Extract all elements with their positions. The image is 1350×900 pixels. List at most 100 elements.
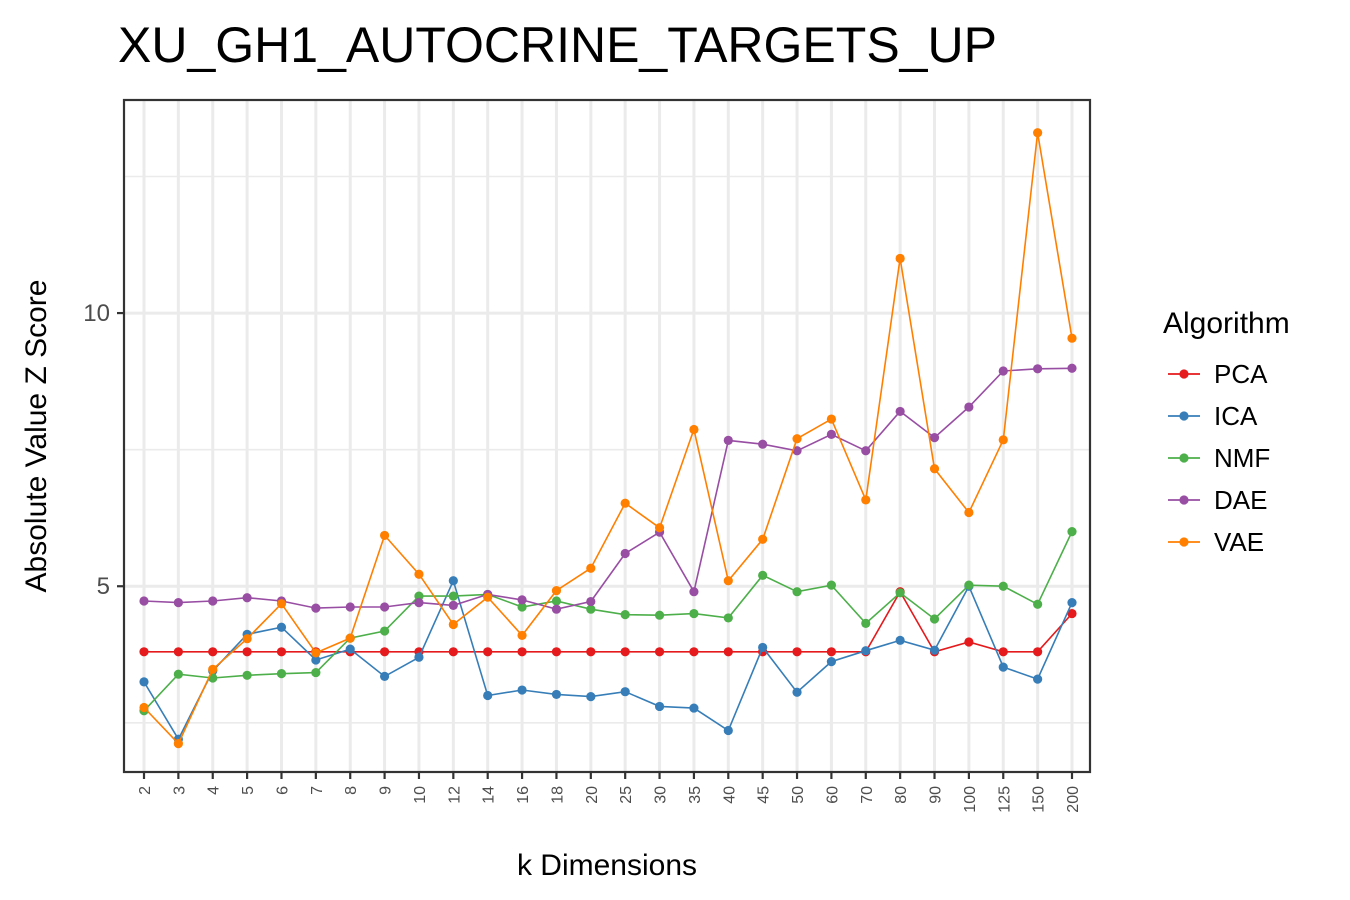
data-point-nmf <box>551 596 562 606</box>
data-point-dae <box>998 366 1008 376</box>
data-point-dae <box>895 406 905 417</box>
x-tick-label: 16 <box>515 786 532 804</box>
x-tick-label: 6 <box>274 786 291 795</box>
data-point-dae <box>861 446 871 456</box>
data-point-vae <box>964 507 974 518</box>
data-point-pca <box>173 647 183 657</box>
data-point-nmf <box>826 580 837 590</box>
data-point-vae <box>826 414 837 424</box>
data-point-ica <box>448 576 458 586</box>
x-tick-label: 2 <box>137 786 154 795</box>
x-tick-label: 20 <box>584 786 601 804</box>
x-tick-label: 100 <box>962 786 979 813</box>
data-point-ica <box>758 642 768 653</box>
data-point-ica <box>998 662 1008 672</box>
data-point-ica <box>861 646 871 656</box>
x-tick-label: 150 <box>1031 786 1048 813</box>
series-vae <box>139 128 1077 749</box>
legend-item-pca: PCA <box>1168 359 1268 389</box>
legend-label: VAE <box>1214 527 1264 557</box>
legend-label: NMF <box>1214 443 1270 473</box>
data-point-nmf <box>1067 527 1077 537</box>
data-point-nmf <box>964 580 974 590</box>
x-tick-label: 60 <box>824 786 841 804</box>
x-tick-label: 8 <box>343 786 360 795</box>
data-point-ica <box>139 677 149 687</box>
data-point-ica <box>276 622 287 632</box>
legend-key-point <box>1179 411 1189 421</box>
data-point-vae <box>414 569 424 579</box>
data-point-nmf <box>929 614 940 624</box>
x-tick-label: 90 <box>928 786 945 804</box>
data-point-vae <box>689 424 699 435</box>
data-point-vae <box>242 634 252 644</box>
data-point-dae <box>208 596 218 606</box>
data-point-nmf <box>861 618 871 628</box>
data-point-nmf <box>620 610 630 620</box>
data-point-pca <box>689 647 699 657</box>
legend-title: Algorithm <box>1163 307 1290 340</box>
x-tick-label: 50 <box>790 786 807 804</box>
data-point-dae <box>448 600 458 610</box>
series-line-vae <box>143 132 1073 746</box>
data-point-dae <box>689 587 699 597</box>
data-point-vae <box>861 495 871 505</box>
data-point-pca <box>139 647 149 657</box>
data-point-dae <box>242 593 252 603</box>
data-point-vae <box>929 464 940 474</box>
plot-panel-border <box>122 98 1092 774</box>
data-point-nmf <box>586 604 596 614</box>
data-point-ica <box>311 655 321 665</box>
data-point-dae <box>792 446 802 456</box>
data-point-dae <box>173 598 183 608</box>
data-point-dae <box>826 429 837 439</box>
data-point-vae <box>208 664 218 674</box>
legend-key-point <box>1179 537 1189 547</box>
data-point-ica <box>1067 598 1077 608</box>
legend-key-point <box>1179 453 1189 463</box>
x-tick-label: 80 <box>893 786 910 804</box>
x-tick-label: 12 <box>446 786 463 804</box>
data-point-dae <box>1033 364 1043 374</box>
legend-item-ica: ICA <box>1168 401 1258 431</box>
data-point-vae <box>139 702 149 713</box>
data-point-ica <box>1033 674 1043 684</box>
data-point-dae <box>139 596 149 606</box>
data-point-ica <box>689 703 699 713</box>
legend-item-nmf: NMF <box>1168 443 1270 473</box>
y-axis: 5 10 <box>83 300 124 600</box>
data-point-nmf <box>758 570 768 580</box>
y-tick-label: 5 <box>97 573 110 600</box>
data-point-nmf <box>173 669 183 679</box>
data-point-vae <box>586 563 596 573</box>
data-point-pca <box>208 647 218 657</box>
data-point-nmf <box>276 669 287 679</box>
chart-title: XU_GH1_AUTOCRINE_TARGETS_UP <box>118 17 997 73</box>
plot-series <box>139 128 1077 749</box>
data-point-ica <box>826 657 837 667</box>
data-point-nmf <box>895 588 905 598</box>
data-point-nmf <box>448 591 458 601</box>
x-tick-label: 9 <box>378 786 395 795</box>
x-tick-label: 70 <box>859 786 876 804</box>
data-point-dae <box>586 596 596 607</box>
data-point-dae <box>345 602 355 612</box>
x-tick-label: 125 <box>996 786 1013 813</box>
x-tick-label: 4 <box>206 786 223 795</box>
data-point-ica <box>586 692 596 702</box>
x-tick-label: 40 <box>721 786 738 804</box>
data-point-dae <box>1067 363 1077 373</box>
data-point-pca <box>998 647 1008 657</box>
data-point-vae <box>723 576 733 586</box>
data-point-dae <box>723 435 733 445</box>
data-point-nmf <box>998 581 1008 591</box>
data-point-vae <box>1033 128 1043 138</box>
data-point-vae <box>276 599 287 609</box>
legend-key-point <box>1179 369 1189 379</box>
data-point-pca <box>654 647 665 657</box>
x-tick-label: 3 <box>171 786 188 795</box>
data-point-dae <box>551 604 562 614</box>
data-point-pca <box>276 647 287 657</box>
data-point-dae <box>929 433 940 443</box>
x-tick-label: 14 <box>481 786 498 804</box>
